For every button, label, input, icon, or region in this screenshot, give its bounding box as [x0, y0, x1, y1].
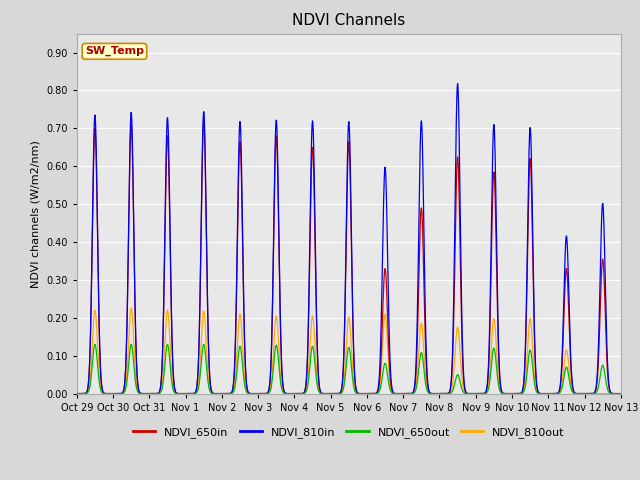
Title: NDVI Channels: NDVI Channels: [292, 13, 405, 28]
Text: SW_Temp: SW_Temp: [85, 46, 144, 57]
Legend: NDVI_650in, NDVI_810in, NDVI_650out, NDVI_810out: NDVI_650in, NDVI_810in, NDVI_650out, NDV…: [129, 422, 569, 442]
Y-axis label: NDVI channels (W/m2/nm): NDVI channels (W/m2/nm): [31, 140, 41, 288]
